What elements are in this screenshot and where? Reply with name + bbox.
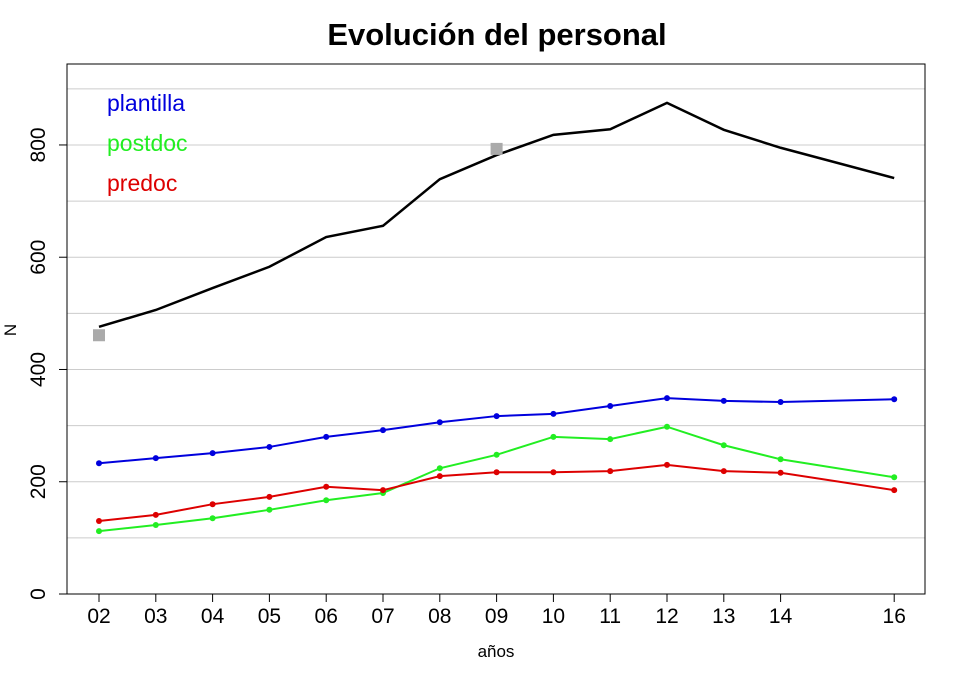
data-point-postdoc [152, 521, 159, 528]
data-point-postdoc [266, 506, 273, 513]
data-point-plantilla [550, 410, 557, 417]
x-tick-label: 13 [712, 605, 735, 628]
data-point-postdoc [607, 436, 614, 443]
legend-item-predoc: predoc [107, 170, 177, 196]
data-point-plantilla [323, 433, 330, 440]
data-point-predoc [266, 493, 273, 500]
data-point-plantilla [436, 419, 443, 426]
data-point-predoc [664, 461, 670, 468]
data-point-predoc [209, 501, 216, 508]
x-tick-label: 11 [599, 605, 621, 628]
data-point-postdoc [664, 423, 670, 430]
x-tick-label: 14 [769, 605, 793, 628]
data-point-plantilla [266, 443, 273, 450]
data-point-plantilla [96, 460, 102, 467]
x-tick-label: 05 [258, 605, 281, 628]
data-point-plantilla [380, 427, 386, 434]
x-tick-label: 07 [371, 605, 394, 628]
x-tick-label: 04 [201, 605, 225, 628]
series-line-total [98, 101, 895, 329]
data-point-postdoc [209, 515, 216, 522]
x-tick-label: 03 [144, 605, 167, 628]
data-point-plantilla [891, 396, 898, 403]
data-point-predoc [607, 468, 614, 475]
plot-frame [66, 63, 926, 595]
x-tick-label: 08 [428, 605, 451, 628]
data-point-postdoc [323, 497, 330, 504]
data-point-plantilla [152, 455, 159, 462]
x-axis-label: años [478, 642, 515, 661]
series-line-predoc [98, 463, 895, 523]
data-point-predoc [96, 518, 102, 525]
data-point-postdoc [493, 451, 500, 458]
y-tick-label: 200 [27, 464, 50, 499]
data-point-postdoc [96, 528, 102, 535]
x-tick-label: 09 [485, 605, 508, 628]
reference-square-marker [490, 142, 503, 155]
legend-item-plantilla: plantilla [107, 90, 185, 116]
data-point-predoc [891, 487, 898, 494]
data-point-predoc [493, 469, 500, 476]
data-point-predoc [380, 487, 386, 494]
x-tick-label: 10 [542, 605, 565, 628]
x-tick-label: 16 [883, 605, 906, 628]
chart-title: Evolución del personal [327, 17, 666, 52]
y-tick-label: 800 [27, 127, 50, 162]
data-point-plantilla [607, 402, 614, 409]
y-tick-label: 0 [27, 588, 50, 600]
data-point-postdoc [777, 456, 784, 463]
x-tick-label: 12 [655, 605, 678, 628]
legend-item-postdoc: postdoc [107, 130, 188, 156]
data-point-postdoc [436, 465, 443, 472]
series-line-plantilla [98, 397, 895, 465]
x-tick-label: 06 [315, 605, 338, 628]
data-point-predoc [436, 473, 443, 480]
data-point-plantilla [664, 395, 670, 402]
data-point-plantilla [777, 399, 784, 406]
data-point-predoc [152, 511, 159, 518]
data-point-plantilla [493, 413, 500, 420]
y-axis-label: N [1, 324, 20, 336]
data-point-plantilla [209, 450, 216, 457]
data-point-predoc [550, 469, 557, 476]
data-point-postdoc [891, 474, 898, 481]
data-point-predoc [777, 469, 784, 476]
data-point-predoc [323, 483, 330, 490]
series-line-postdoc [98, 425, 895, 533]
y-tick-label: 400 [27, 352, 50, 387]
data-point-predoc [720, 468, 727, 475]
reference-square-marker [93, 329, 105, 342]
data-point-plantilla [720, 397, 727, 404]
x-tick-label: 02 [87, 605, 110, 628]
y-tick-label: 600 [27, 240, 50, 275]
data-point-postdoc [550, 433, 557, 440]
data-point-postdoc [720, 442, 727, 449]
